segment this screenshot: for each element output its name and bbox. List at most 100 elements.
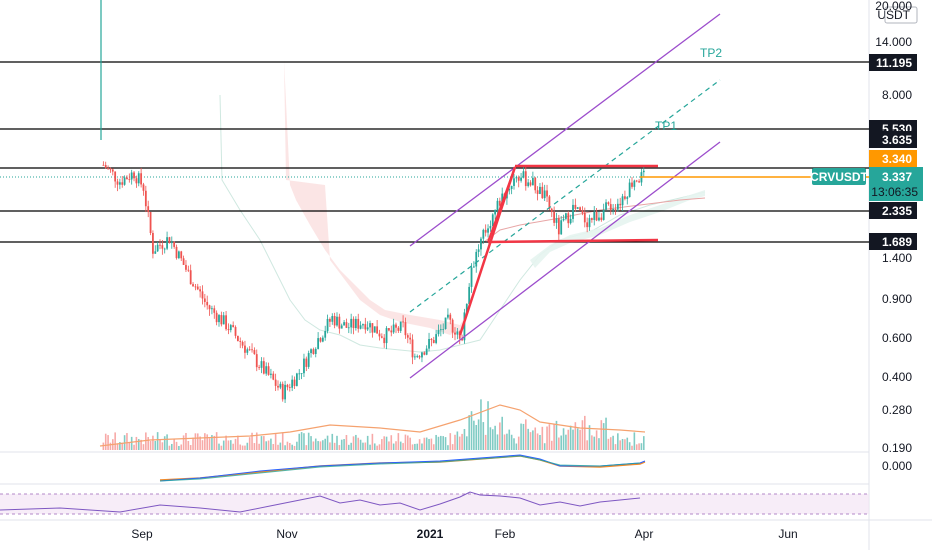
candle-body (239, 341, 242, 342)
candle-body (300, 373, 303, 375)
volume-bar (142, 444, 145, 450)
candle-body (397, 327, 400, 331)
x-label-jun: Jun (778, 527, 797, 541)
candle-body (496, 200, 499, 210)
candle-body (456, 331, 459, 335)
time-axis[interactable]: Sep Nov 2021 Feb Apr Jun (131, 527, 797, 541)
volume-bar (617, 433, 619, 450)
volume-bar (277, 444, 279, 450)
candle-body (385, 328, 388, 344)
candle-body (508, 188, 511, 191)
candle-body (598, 217, 600, 221)
volume-bar (399, 441, 402, 450)
candle-body (449, 314, 452, 320)
volume-bar (565, 434, 567, 450)
tick-0900: 0.900 (882, 292, 912, 306)
candle-body (480, 238, 482, 250)
volume-bar (529, 432, 532, 450)
volume-bar (331, 433, 334, 450)
volume-bar (298, 433, 301, 450)
candle-body (229, 325, 232, 331)
volume-bar (515, 443, 518, 450)
volume-bar (473, 420, 475, 450)
volume-bar (397, 433, 400, 450)
volume-bar (423, 437, 426, 450)
candle-body (340, 325, 343, 329)
volume-bar (458, 436, 461, 450)
volume-bar (581, 420, 584, 450)
volume-bar (116, 443, 119, 450)
volume-bar (253, 443, 256, 450)
candle-body (635, 180, 638, 182)
x-label-2021: 2021 (417, 527, 444, 541)
volume-bar (211, 435, 213, 450)
volume-bar (409, 437, 411, 450)
candle-body (524, 171, 527, 187)
volume-bar (289, 442, 291, 450)
candle-body (413, 356, 416, 358)
candle-body (378, 333, 381, 337)
volume-bar (579, 429, 581, 450)
candle-body (463, 312, 466, 341)
channel-drawings[interactable]: TP2 TP1 (409, 13, 869, 379)
candle-body (319, 338, 322, 342)
volume-bar (635, 444, 638, 450)
volume-bar (614, 444, 617, 450)
volume-bar (496, 434, 499, 450)
volume-bar (121, 442, 124, 450)
volume-bar (437, 436, 440, 450)
volume-bar (369, 444, 371, 450)
candle-body (354, 318, 357, 329)
volume-bar (522, 423, 525, 450)
price-axis[interactable]: USDT 20.000 14.000 11.195 8.000 5.530 3.… (810, 0, 923, 473)
candle-body (130, 172, 133, 180)
candle-body (376, 326, 379, 334)
volume-bar (272, 444, 275, 450)
volume-bar (222, 440, 225, 450)
candle-body (468, 286, 471, 304)
volume-bar (371, 433, 374, 450)
tick-1400: 1.400 (882, 251, 912, 265)
candle-body (338, 316, 341, 329)
volume-bar (548, 424, 551, 450)
candle-body (442, 329, 445, 330)
volume-bar (159, 439, 161, 450)
volume-bar (133, 444, 135, 450)
candle-body (286, 384, 289, 388)
rsi-line (0, 491, 641, 513)
candle-body (312, 349, 315, 354)
volume-bar (624, 439, 626, 450)
flag-diag-line (487, 166, 516, 243)
volume-bar (586, 440, 588, 450)
candle-body (288, 387, 291, 388)
candle-body (536, 190, 539, 194)
x-label-feb: Feb (495, 527, 516, 541)
volume-bar (428, 438, 430, 450)
candle-body (104, 165, 107, 169)
candle-body (107, 168, 109, 169)
candle-body (352, 318, 355, 329)
candle-body (159, 244, 161, 246)
volume-bar (435, 434, 437, 450)
candle-body (465, 303, 468, 313)
volume-bar (373, 443, 376, 450)
volume-bar (392, 443, 395, 450)
volume-bar (576, 428, 579, 450)
volume-bar (102, 442, 105, 450)
volume-bar (553, 424, 555, 450)
volume-bar (605, 417, 607, 450)
candle-body (409, 337, 412, 340)
volume-bar (598, 438, 600, 450)
volume-bar (199, 436, 201, 450)
candle-body (439, 329, 442, 331)
candle-body (531, 177, 534, 186)
volume-bar (402, 443, 404, 450)
volume-bar (541, 426, 544, 450)
volume-bar (447, 445, 449, 450)
candle-body (451, 319, 454, 333)
x-label-nov: Nov (276, 527, 297, 541)
candle-body (111, 169, 114, 172)
candle-body (208, 305, 211, 310)
